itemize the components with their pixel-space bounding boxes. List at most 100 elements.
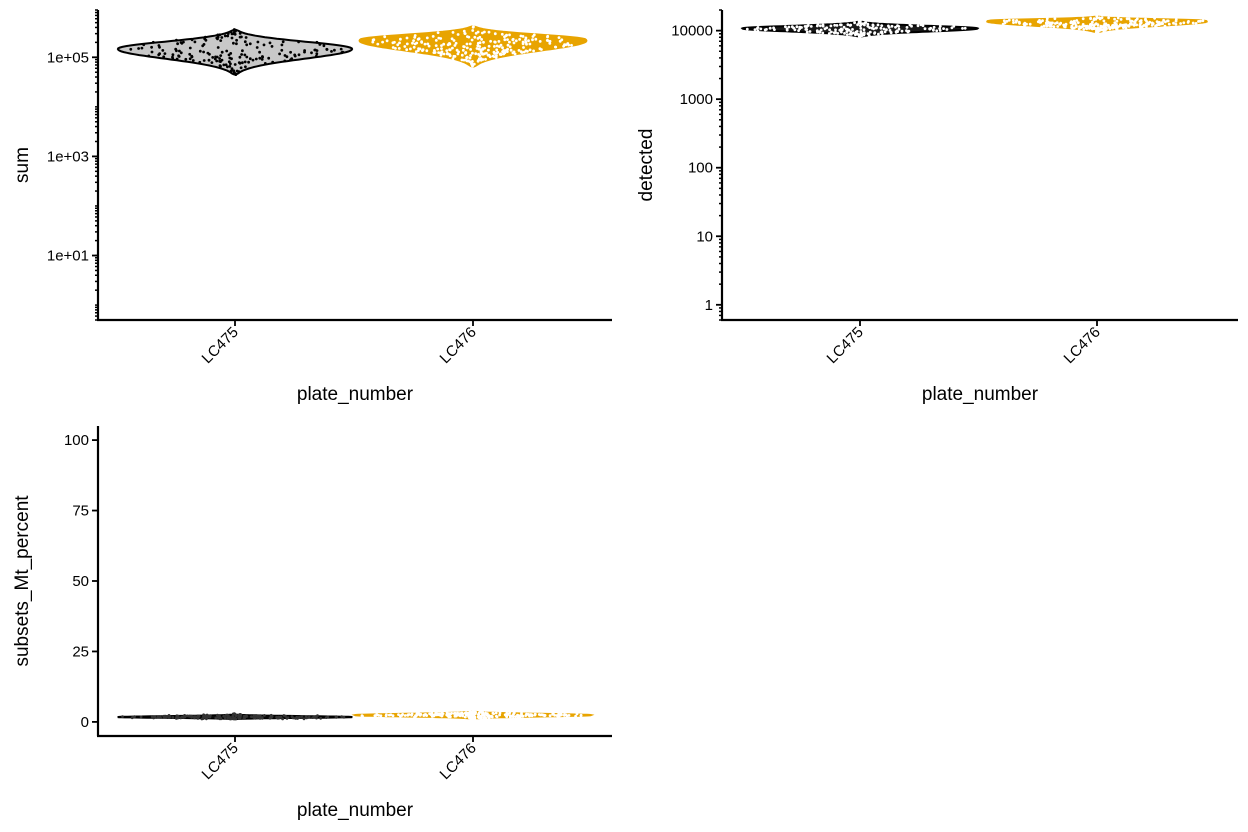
data-point bbox=[537, 713, 541, 716]
data-point bbox=[942, 27, 945, 30]
data-point bbox=[262, 43, 266, 47]
y-tick-label: 100 bbox=[688, 160, 713, 177]
data-point bbox=[297, 40, 300, 44]
data-point bbox=[161, 49, 165, 52]
data-point bbox=[153, 715, 157, 719]
data-point bbox=[525, 712, 528, 716]
data-point bbox=[1094, 31, 1098, 34]
data-point bbox=[371, 40, 375, 44]
data-point bbox=[477, 58, 481, 62]
data-point bbox=[938, 24, 942, 28]
data-point bbox=[506, 43, 510, 47]
data-point bbox=[478, 35, 482, 39]
x-tick-label: LC475 bbox=[199, 324, 242, 367]
data-point bbox=[469, 48, 472, 51]
data-point bbox=[399, 37, 402, 41]
data-point bbox=[866, 24, 870, 28]
data-point bbox=[1113, 17, 1116, 21]
data-point bbox=[430, 715, 434, 718]
data-point bbox=[150, 45, 154, 49]
data-point bbox=[241, 61, 244, 65]
data-point bbox=[508, 45, 512, 49]
x-axis-title: plate_number bbox=[297, 800, 414, 821]
data-point bbox=[281, 717, 284, 721]
data-point bbox=[406, 713, 410, 717]
data-point bbox=[528, 713, 532, 716]
data-point bbox=[157, 44, 161, 47]
data-point bbox=[487, 44, 491, 48]
data-point bbox=[520, 713, 523, 717]
data-point bbox=[759, 27, 763, 31]
data-point bbox=[260, 716, 264, 720]
data-point bbox=[238, 32, 242, 35]
data-point bbox=[289, 50, 292, 54]
data-point bbox=[488, 55, 492, 59]
data-point bbox=[1023, 21, 1027, 25]
data-point bbox=[480, 52, 484, 55]
data-point bbox=[185, 714, 189, 718]
data-point bbox=[413, 34, 417, 37]
data-point bbox=[290, 715, 294, 719]
data-point bbox=[208, 714, 212, 717]
data-point bbox=[467, 35, 471, 39]
y-tick-label: 0 bbox=[81, 714, 89, 731]
data-point bbox=[437, 51, 440, 54]
y-tick-label: 1000 bbox=[680, 91, 713, 108]
data-point bbox=[1182, 21, 1186, 25]
data-point bbox=[1081, 23, 1085, 26]
data-point bbox=[1194, 22, 1198, 25]
data-point bbox=[503, 50, 506, 54]
data-point bbox=[815, 24, 819, 28]
data-point bbox=[873, 31, 877, 35]
data-point bbox=[461, 714, 464, 718]
data-point bbox=[575, 712, 579, 716]
data-point bbox=[935, 29, 939, 33]
data-point bbox=[950, 26, 954, 30]
y-axis-title: detected bbox=[636, 129, 657, 202]
data-point bbox=[230, 57, 233, 61]
data-point bbox=[854, 33, 857, 37]
data-point bbox=[403, 45, 407, 48]
data-point bbox=[465, 55, 469, 59]
data-point bbox=[426, 42, 430, 46]
data-point bbox=[805, 25, 808, 29]
data-point bbox=[493, 32, 497, 36]
data-point bbox=[397, 47, 401, 50]
data-point bbox=[538, 40, 542, 43]
data-point bbox=[391, 714, 395, 718]
data-point bbox=[163, 52, 167, 55]
data-point bbox=[753, 28, 757, 31]
data-point bbox=[1133, 21, 1137, 24]
data-point bbox=[514, 715, 518, 719]
data-point bbox=[250, 715, 253, 719]
data-point bbox=[129, 47, 133, 51]
data-point bbox=[411, 41, 414, 45]
data-point bbox=[230, 36, 234, 40]
data-point bbox=[232, 41, 235, 45]
data-point bbox=[391, 41, 395, 45]
data-point bbox=[1113, 21, 1117, 25]
data-point bbox=[157, 53, 161, 57]
data-point bbox=[258, 56, 262, 60]
data-point bbox=[385, 39, 389, 43]
data-point bbox=[945, 28, 949, 31]
data-point bbox=[232, 72, 236, 75]
data-point bbox=[1150, 21, 1154, 25]
data-point bbox=[190, 715, 193, 719]
data-point bbox=[1138, 23, 1142, 27]
data-point bbox=[843, 32, 846, 35]
data-point bbox=[1145, 20, 1148, 23]
data-point bbox=[179, 41, 183, 44]
data-point bbox=[203, 37, 207, 41]
data-point bbox=[384, 714, 388, 718]
data-point bbox=[226, 65, 229, 69]
data-point bbox=[1095, 16, 1099, 20]
data-point bbox=[508, 40, 511, 44]
data-point bbox=[1113, 25, 1117, 29]
data-point bbox=[897, 27, 901, 31]
data-point bbox=[517, 49, 521, 52]
data-point bbox=[121, 715, 124, 718]
data-point bbox=[889, 31, 893, 34]
data-point bbox=[137, 47, 141, 50]
data-point bbox=[244, 65, 247, 69]
